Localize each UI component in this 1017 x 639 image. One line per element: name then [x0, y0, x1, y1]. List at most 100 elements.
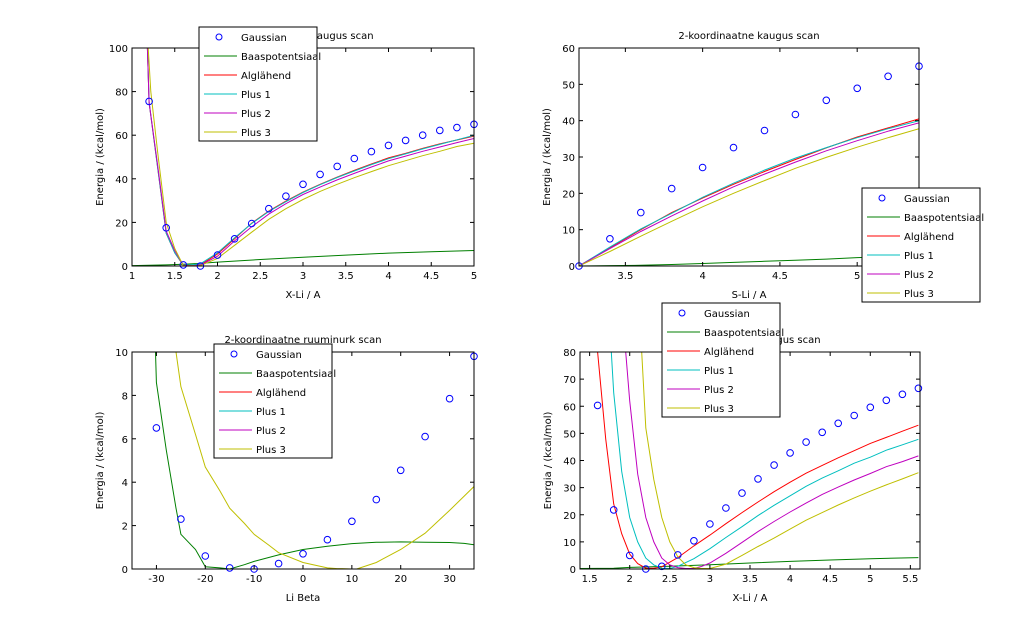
legend-label: Plus 2: [704, 385, 734, 396]
x-tick-label: 2: [214, 271, 220, 282]
legend-item: Baaspotentsiaal: [867, 213, 984, 224]
legend-item: Plus 1: [219, 407, 286, 418]
legend-item: Baaspotentsiaal: [204, 52, 321, 63]
legend-item: Plus 2: [219, 426, 286, 437]
data-point-gaussian: [265, 204, 273, 213]
y-tick-label: 10: [562, 226, 575, 237]
legend-item: Gaussian: [215, 33, 287, 44]
series-line-plus-2: [625, 352, 919, 569]
legend-item: Plus 3: [204, 128, 271, 139]
data-point-gaussian: [348, 517, 356, 526]
x-tick-label: 1: [129, 271, 135, 282]
legend-label: Gaussian: [241, 33, 287, 44]
y-tick-label: 2: [122, 522, 128, 533]
legend-label: Gaussian: [704, 309, 750, 320]
legend-item: Plus 1: [867, 251, 934, 262]
data-point-gaussian: [706, 520, 714, 528]
legend-box: [661, 302, 781, 418]
data-point-gaussian: [729, 143, 738, 152]
y-tick-label: 0: [570, 565, 576, 576]
data-point-gaussian: [770, 461, 778, 469]
x-tick-label: -10: [246, 574, 262, 585]
legend-label: Plus 2: [241, 109, 271, 120]
series-line-plus-3: [579, 128, 919, 266]
legend-label: Plus 3: [904, 289, 934, 300]
data-point-gaussian: [213, 251, 222, 259]
y-tick-label: 60: [562, 44, 575, 55]
series-line-plus-1: [610, 352, 919, 569]
legend-item: Plus 2: [204, 109, 271, 120]
y-tick-label: 40: [562, 117, 575, 128]
legend-label: Plus 3: [241, 128, 271, 139]
legend-item: Gaussian: [230, 350, 302, 361]
x-tick-label: 10: [345, 574, 358, 585]
series-line-plus-2: [579, 122, 919, 266]
x-tick-label: 3.5: [742, 574, 758, 585]
x-tick-label: 4: [699, 271, 705, 282]
data-point-gaussian: [609, 506, 618, 514]
data-point-gaussian: [225, 564, 234, 572]
data-point-gaussian: [698, 163, 707, 172]
x-tick-label: 30: [443, 574, 456, 585]
series-group: [580, 352, 919, 569]
subplot-3: -30 -20 -10 0 10 20 30 0 2 4 6 8 10 Li Beta Energia / …: [95, 335, 478, 604]
legend-item: Alglähend: [867, 232, 954, 243]
x-tick-label: 4.5: [822, 574, 838, 585]
y-tick-label: 80: [563, 348, 576, 359]
x-axis-label: Li Beta: [286, 593, 321, 604]
legend: Gaussian Baaspotentsiaal Alglähend Plus 1 Pl…: [661, 302, 784, 418]
legend-label: Alglähend: [256, 388, 306, 399]
series-line-plus-3: [641, 352, 919, 569]
data-point-gaussian: [201, 552, 210, 560]
data-point-gaussian: [323, 535, 332, 544]
x-tick-label: 3: [300, 271, 306, 282]
legend-label: Alglähend: [704, 347, 754, 358]
data-point-gaussian: [884, 72, 892, 81]
x-tick-label: 2.5: [252, 271, 268, 282]
legend-label: Plus 2: [256, 426, 286, 437]
data-point-gaussian: [674, 551, 682, 559]
legend-label: Gaussian: [256, 350, 302, 361]
x-tick-label: 1.5: [582, 574, 598, 585]
legend-marker-icon: [878, 194, 886, 202]
data-point-gaussian: [866, 403, 875, 412]
legend-label: Baaspotentsiaal: [704, 328, 784, 339]
legend-item: Plus 1: [204, 90, 271, 101]
y-tick-label: 0: [569, 262, 575, 273]
series-line-plus-1: [146, 48, 474, 266]
x-tick-label: 5: [471, 271, 477, 282]
x-tick-label: 2.5: [662, 574, 678, 585]
data-point-gaussian: [367, 147, 376, 156]
y-tick-label: 50: [563, 429, 576, 440]
series-group: [132, 48, 474, 266]
data-point-gaussian: [372, 495, 381, 504]
y-tick-label: 100: [109, 44, 128, 55]
data-point-gaussian: [230, 235, 239, 243]
legend-label: Plus 3: [704, 404, 734, 415]
legend-item: Baaspotentsiaal: [219, 369, 336, 380]
data-point-gaussian: [418, 131, 427, 139]
legend-item: Plus 2: [667, 385, 734, 396]
data-point-gaussian: [760, 126, 769, 135]
y-tick-label: 60: [115, 131, 128, 142]
legend-label: Plus 2: [904, 270, 934, 281]
y-tick-label: 60: [563, 402, 576, 413]
x-tick-label: 0: [300, 574, 306, 585]
data-point-gaussian: [401, 136, 410, 145]
data-point-gaussian: [177, 515, 185, 523]
data-point-gaussian: [299, 550, 307, 558]
x-tick-label: 4.5: [772, 271, 788, 282]
data-point-gaussian: [818, 428, 827, 437]
y-tick-label: 6: [122, 435, 128, 446]
legend-label: Plus 1: [704, 366, 734, 377]
legend-item: Alglähend: [219, 388, 306, 399]
legend: Gaussian Baaspotentsiaal Alglähend Plus 1 Pl…: [198, 26, 321, 142]
x-tick-label: 5: [854, 271, 860, 282]
data-point-gaussian: [882, 396, 891, 405]
legend-item: Gaussian: [878, 194, 950, 205]
legend-item: Plus 3: [867, 289, 934, 300]
series-line-algl-hend: [597, 352, 919, 569]
legend-label: Plus 1: [904, 251, 934, 262]
legend-item: Baaspotentsiaal: [667, 328, 784, 339]
